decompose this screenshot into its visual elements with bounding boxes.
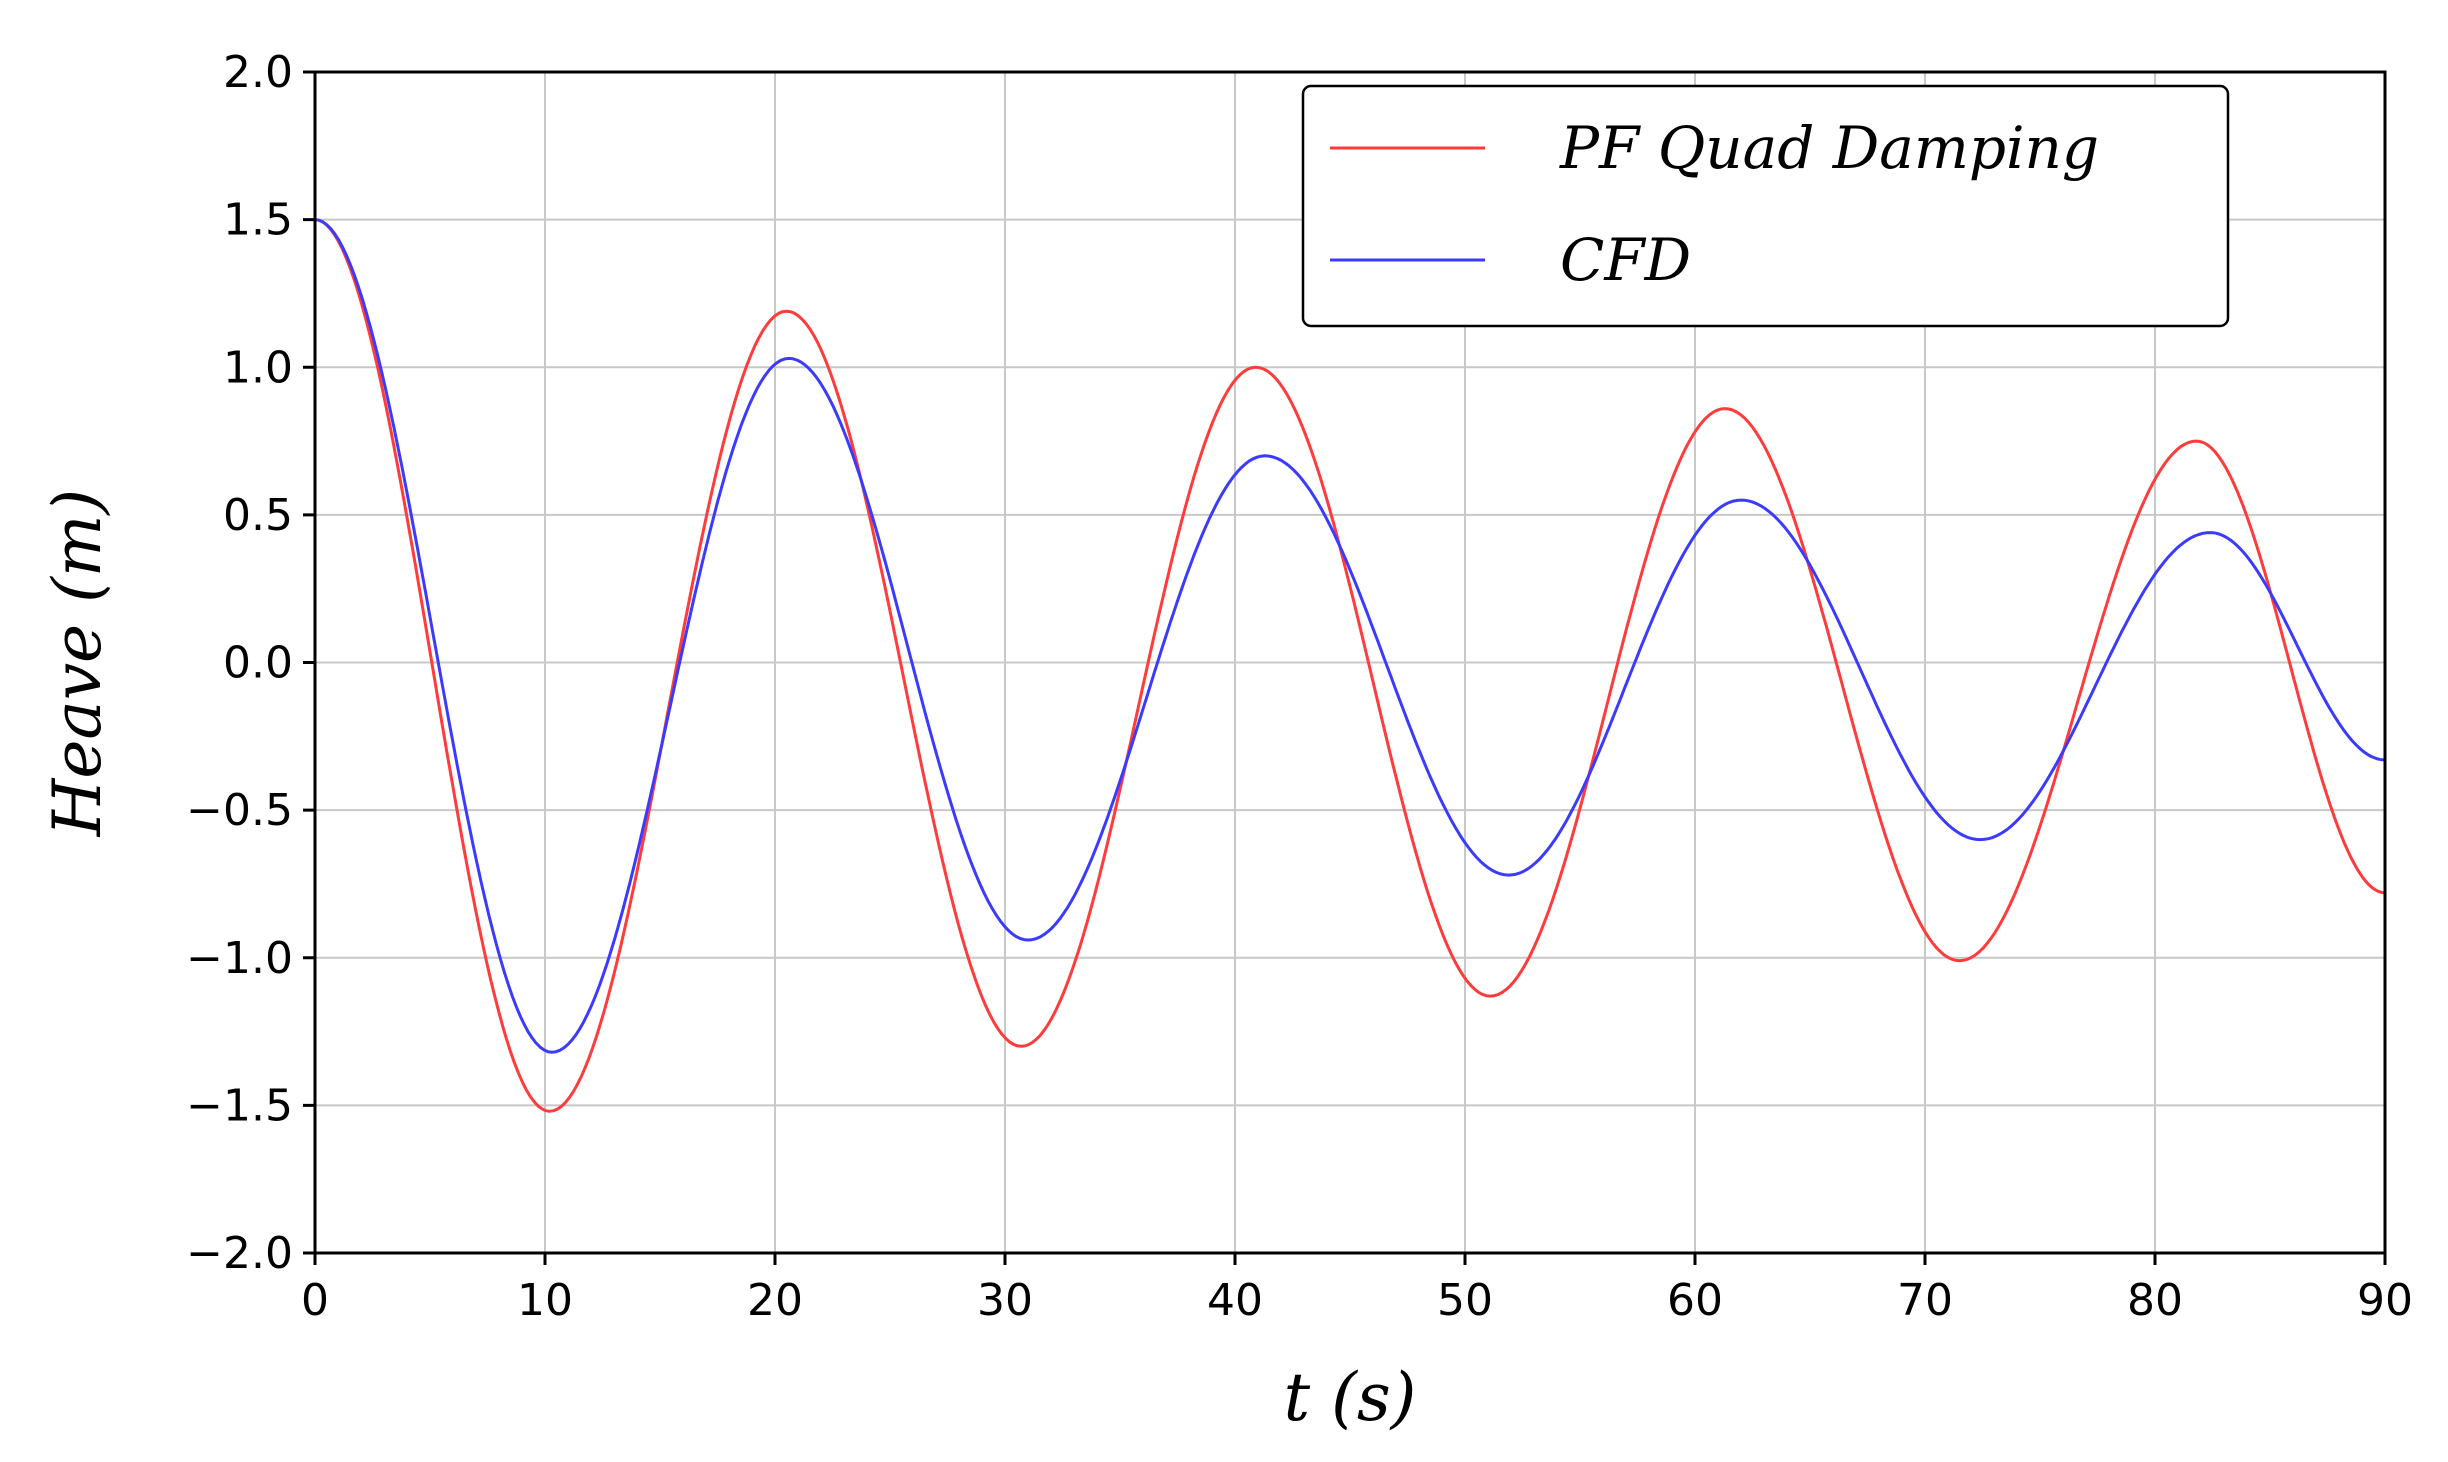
- series-lines: [314, 218, 2386, 1113]
- y-tick-label: −1.5: [186, 1080, 293, 1131]
- y-tick-labels: 2.0 1.5 1.0 0.5 0.0 −0.5 −1.0 −1.5 −2.0: [186, 47, 293, 1279]
- x-tick-labels: 0 10 20 30 40 50 60 70 80 90: [301, 1275, 2413, 1326]
- x-tick-label: 40: [1207, 1275, 1263, 1326]
- x-tick-label: 10: [517, 1275, 573, 1326]
- x-axis-title: t (s): [1284, 1359, 1417, 1436]
- x-tick-label: 20: [747, 1275, 803, 1326]
- x-tick-label: 90: [2357, 1275, 2413, 1326]
- y-tick-label: 2.0: [223, 47, 293, 98]
- tick-marks: [303, 70, 2387, 1265]
- y-tick-label: 0.0: [223, 638, 293, 689]
- x-tick-label: 80: [2127, 1275, 2183, 1326]
- x-tick-label: 70: [1897, 1275, 1953, 1326]
- legend-label: PF Quad Damping: [1559, 114, 2099, 182]
- legend: PF Quad Damping CFD: [1301, 84, 2230, 328]
- y-tick-label: 0.5: [223, 490, 293, 541]
- x-tick-label: 30: [977, 1275, 1033, 1326]
- y-tick-label: −2.0: [186, 1228, 293, 1279]
- y-tick-label: 1.0: [223, 342, 293, 393]
- series-line-cfd: [314, 218, 2386, 1054]
- y-tick-label: 1.5: [223, 195, 293, 246]
- legend-box: [1301, 84, 2230, 328]
- x-tick-label: 60: [1667, 1275, 1723, 1326]
- y-tick-label: −1.0: [186, 933, 293, 984]
- y-axis-title: Heave (m): [39, 489, 116, 837]
- y-tick-label: −0.5: [186, 785, 293, 836]
- x-tick-label: 0: [301, 1275, 329, 1326]
- legend-label: CFD: [1560, 226, 1691, 294]
- series-line-pf-quad-damping: [314, 218, 2386, 1113]
- x-tick-label: 50: [1437, 1275, 1493, 1326]
